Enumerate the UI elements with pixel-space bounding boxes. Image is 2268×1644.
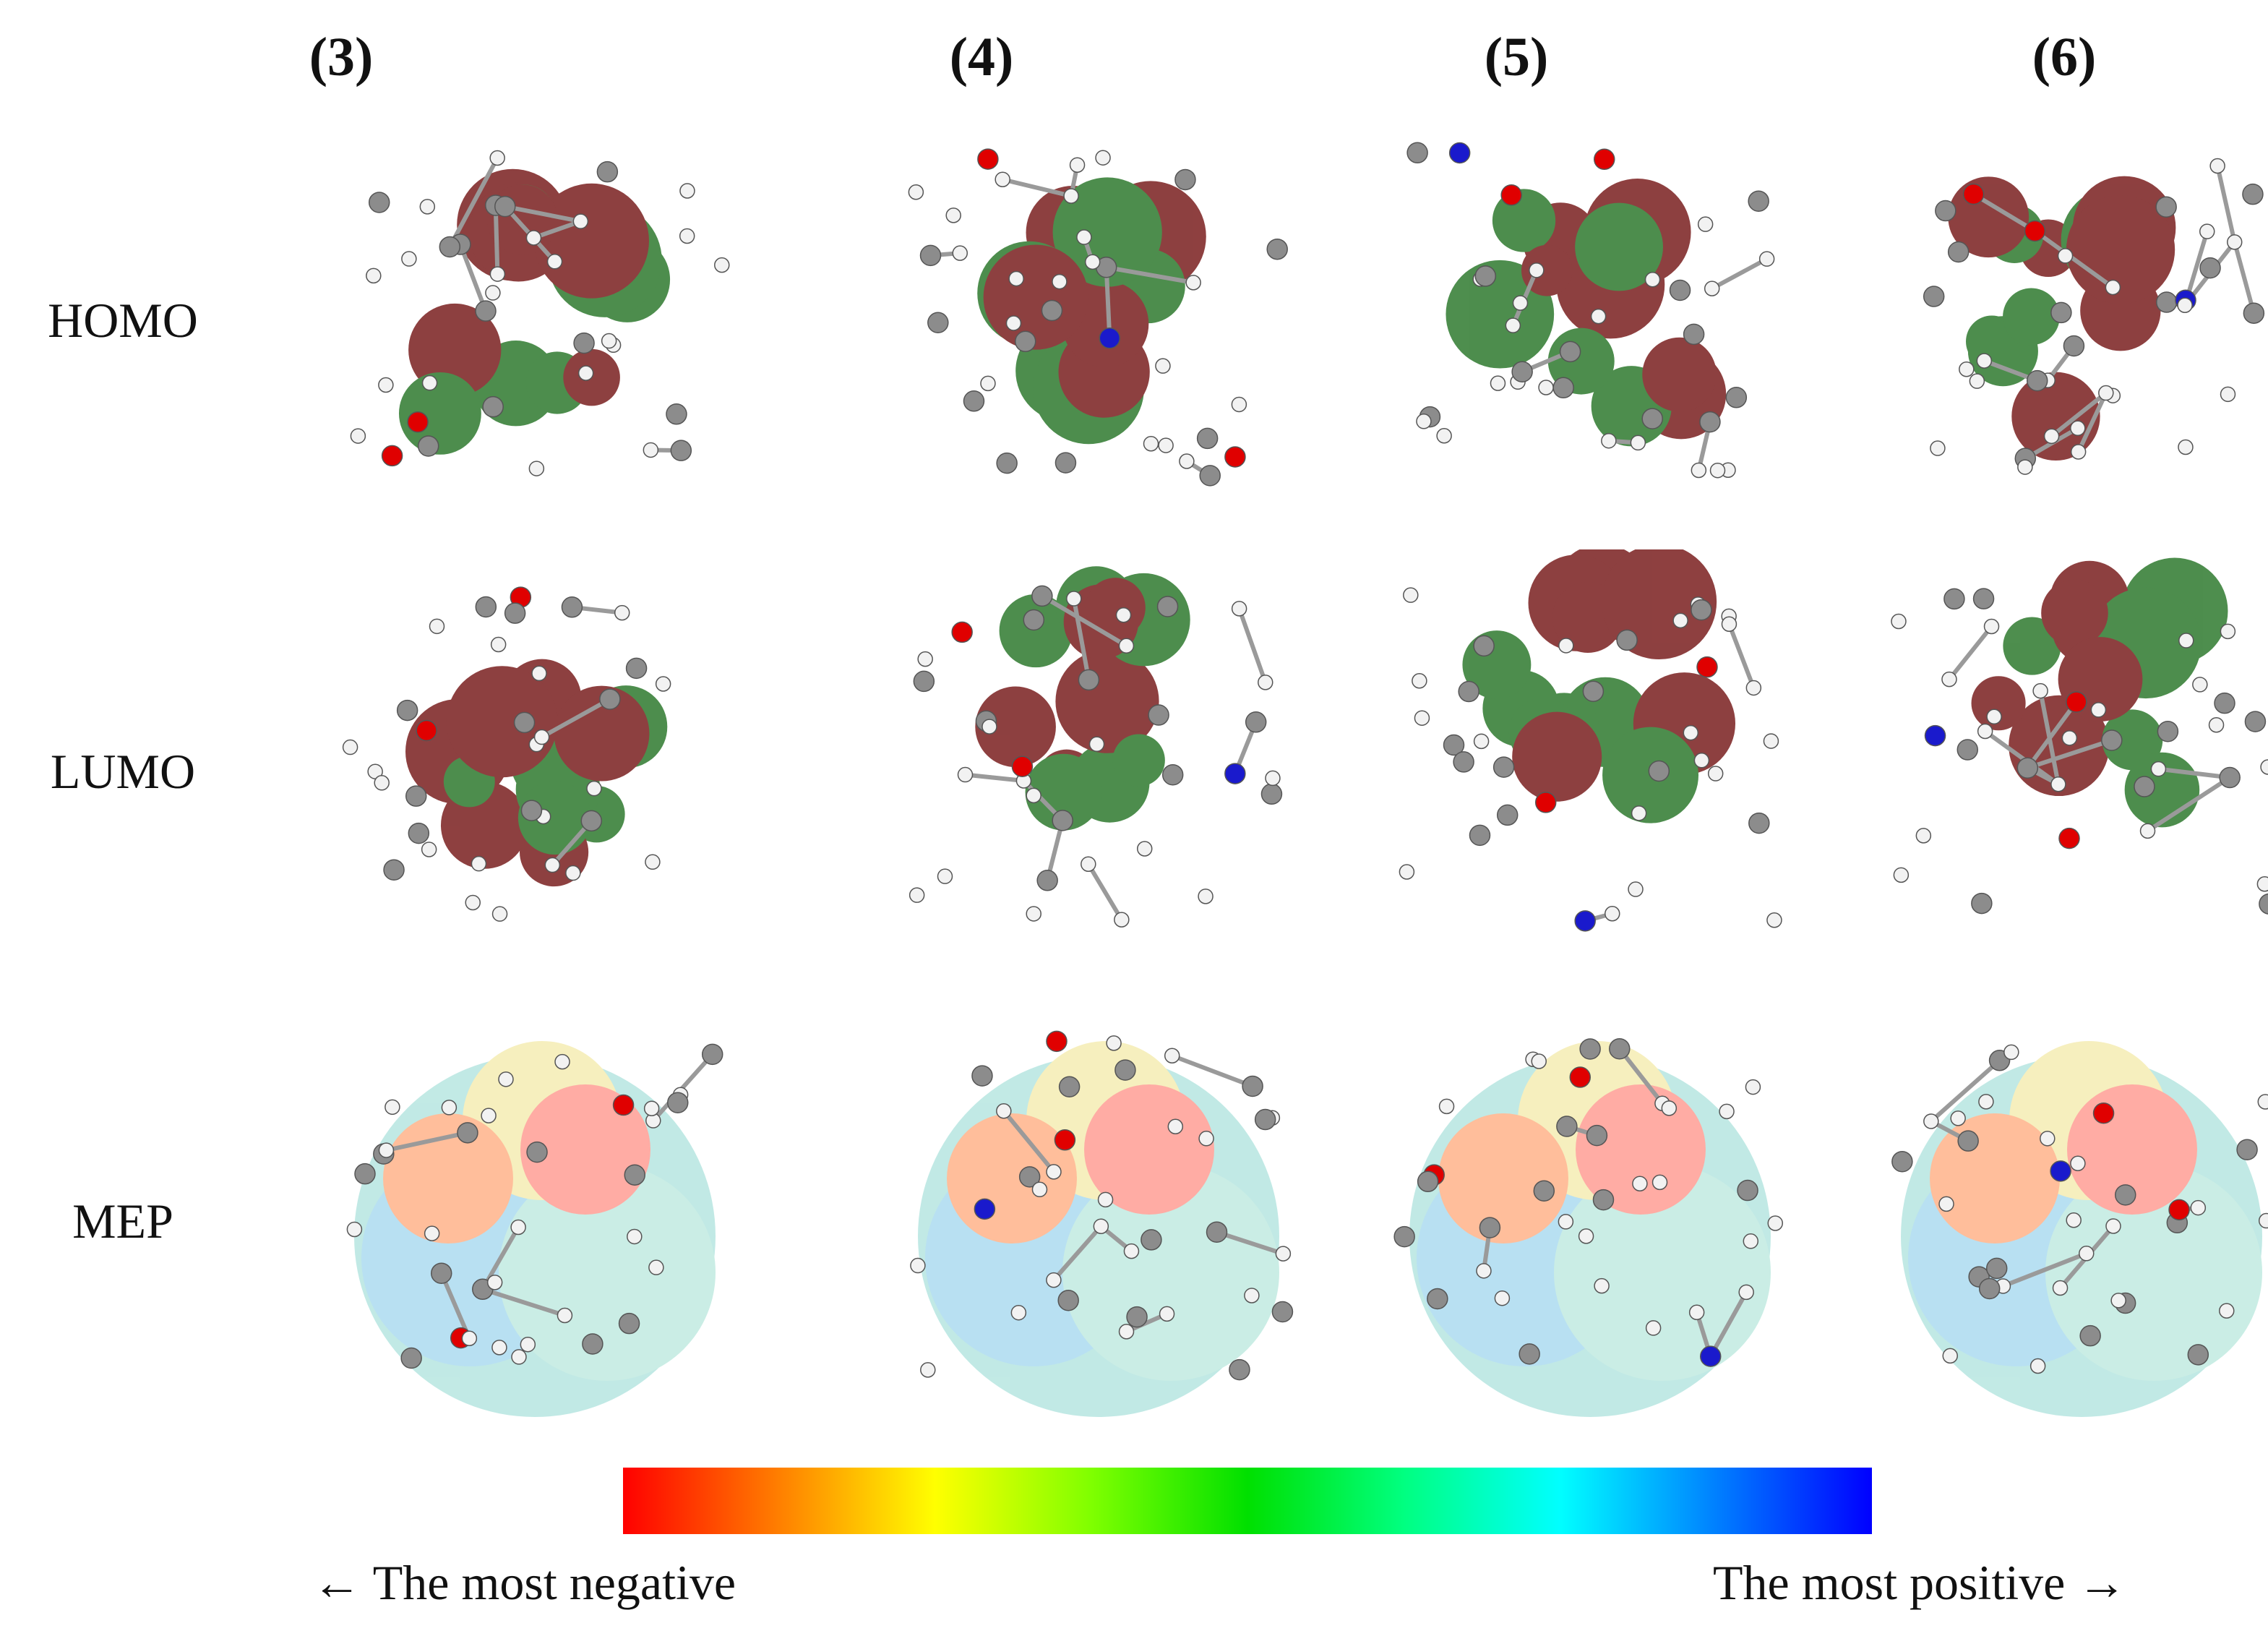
lumo-panel-4 (867, 549, 1330, 969)
lumo-panel-5 (1359, 544, 1821, 969)
most-positive-label: The most positive → (1713, 1555, 2127, 1610)
homo-panel-5 (1359, 101, 1821, 521)
mep-panel-3 (304, 998, 766, 1417)
column-label-6: (6) (2032, 27, 2097, 87)
mep-panel-4 (867, 998, 1330, 1417)
column-label-5: (5) (1484, 27, 1549, 87)
column-label-3: (3) (309, 27, 374, 87)
row-label-mep: MEP (72, 1194, 173, 1249)
homo-panel-6 (1850, 101, 2268, 521)
most-negative-label: ← The most negative (312, 1555, 736, 1610)
homo-panel-4 (867, 101, 1330, 521)
row-label-homo: HOMO (48, 293, 198, 348)
mep-panel-5 (1359, 998, 1821, 1417)
column-label-4: (4) (949, 27, 1014, 87)
row-label-lumo: LUMO (50, 744, 196, 799)
homo-panel-3 (304, 101, 766, 521)
lumo-panel-6 (1850, 549, 2268, 969)
mep-panel-6 (1850, 998, 2268, 1417)
lumo-panel-3 (304, 549, 766, 969)
mep-color-scale-bar (623, 1468, 1872, 1534)
